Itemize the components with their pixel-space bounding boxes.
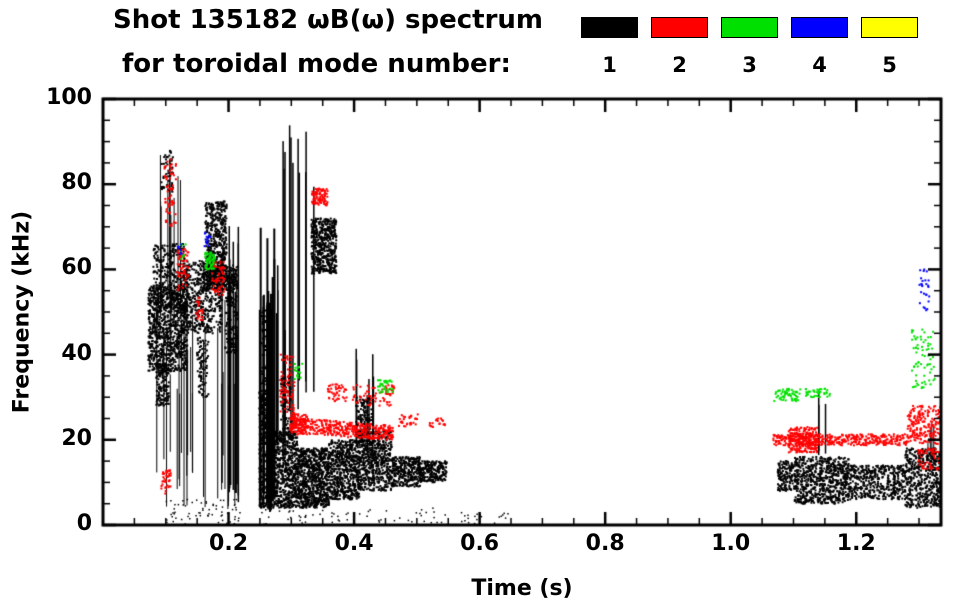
x-tick-label: 0.6 xyxy=(460,531,500,556)
legend-swatch-mode-4 xyxy=(791,17,848,38)
y-tick-label: 100 xyxy=(46,85,92,110)
y-tick-label: 60 xyxy=(61,255,92,281)
y-tick-label: 20 xyxy=(61,425,92,451)
legend-mode-number: 2 xyxy=(672,53,687,77)
chart-title: Shot 135182 ωB(ω) spectrum xyxy=(113,5,543,35)
x-tick-label: 0.4 xyxy=(334,531,374,556)
y-axis-label: Frequency (kHz) xyxy=(9,210,35,414)
legend-swatch-mode-5 xyxy=(861,17,918,38)
y-tick-label: 40 xyxy=(61,340,92,366)
x-axis-label: Time (s) xyxy=(471,576,573,601)
y-tick-label: 0 xyxy=(76,511,92,536)
y-tick-label: 80 xyxy=(61,170,92,196)
chart-subtitle: for toroidal mode number: xyxy=(122,49,511,79)
x-tick-label: 0.8 xyxy=(585,531,625,556)
x-tick-label: 1.0 xyxy=(711,531,751,556)
legend-mode-number: 4 xyxy=(812,53,827,77)
legend-mode-number: 3 xyxy=(742,53,757,77)
legend-swatch-mode-1 xyxy=(581,17,638,38)
x-tick-label: 1.2 xyxy=(836,531,876,556)
legend-swatch-mode-2 xyxy=(651,17,708,38)
legend-mode-number: 5 xyxy=(882,53,897,77)
x-tick-label: 0.2 xyxy=(209,531,249,556)
legend-mode-number: 1 xyxy=(602,53,617,77)
legend-swatch-mode-3 xyxy=(721,17,778,38)
